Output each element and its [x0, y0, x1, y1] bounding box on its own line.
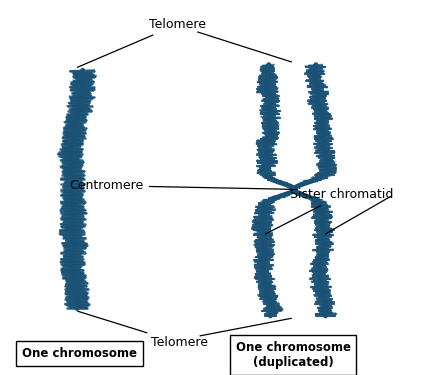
Text: Sister chromatid: Sister chromatid	[266, 189, 393, 234]
Text: One chromosome: One chromosome	[22, 346, 137, 360]
Text: One chromosome
(duplicated): One chromosome (duplicated)	[236, 341, 350, 369]
Text: Centromere: Centromere	[69, 179, 291, 192]
Text: Telomere: Telomere	[78, 18, 206, 67]
Text: Telomere: Telomere	[78, 311, 208, 350]
